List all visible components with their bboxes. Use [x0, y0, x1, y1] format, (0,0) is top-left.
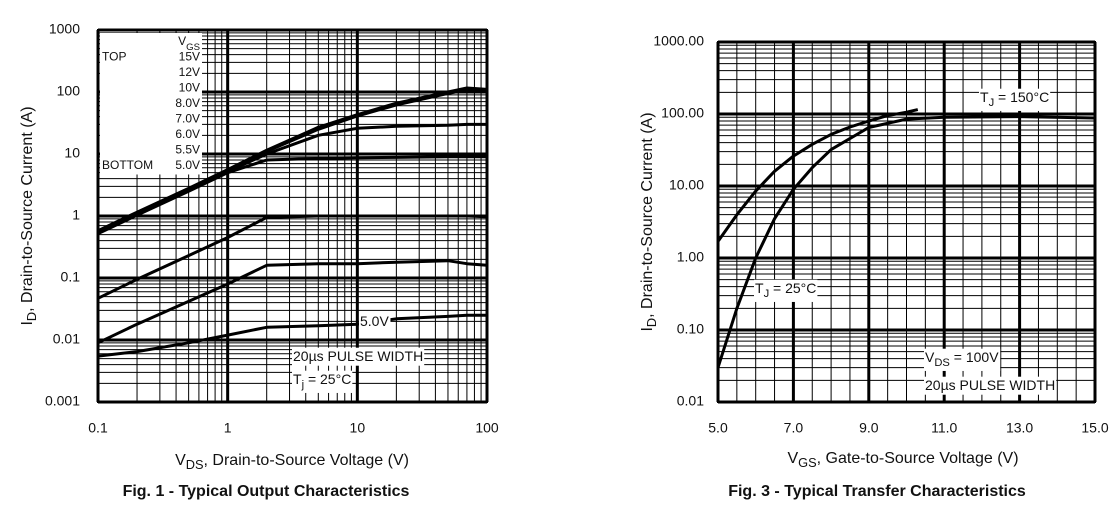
y-axis-label: ID, Drain-to-Source Current (A)	[19, 106, 39, 325]
legend-top: TOP	[102, 50, 126, 64]
y-tick-label: 0.1	[61, 269, 81, 285]
plot-frame	[717, 41, 1096, 403]
annotation-bg	[292, 347, 425, 366]
annotation: TJ = 150°C	[980, 89, 1049, 109]
x-axis-label-part: , Drain-to-Source Voltage (V)	[204, 452, 409, 469]
x-tick-label: 9.0	[859, 420, 879, 436]
series-line	[97, 214, 488, 300]
x-tick-label: 11.0	[931, 420, 957, 436]
x-axis-label: VGS, Gate-to-Source Voltage (V)	[787, 450, 1018, 470]
annotation-bg	[754, 279, 818, 302]
legend-entry: 10V	[179, 81, 200, 95]
caption: Fig. 1 - Typical Output Characteristics	[123, 483, 410, 500]
series-line	[97, 155, 487, 235]
x-tick-label: 13.0	[1006, 420, 1033, 436]
x-tick-label: 15.0	[1081, 420, 1108, 436]
y-tick-label: 0.01	[677, 393, 704, 409]
legend-title: VGS	[178, 34, 200, 52]
annotation-part: = 150°C	[994, 89, 1049, 105]
series-line	[716, 115, 1096, 369]
legend-entry: 12V	[179, 65, 200, 79]
y-axis-label-part: , Drain-to-Source Current (A)	[19, 106, 36, 311]
legend-entry: 5.5V	[175, 143, 200, 157]
series-line	[716, 108, 919, 243]
legend-title-part: V	[178, 34, 186, 48]
y-tick-label: 100.00	[661, 105, 704, 121]
y-axis-label-part: I	[639, 327, 656, 331]
x-axis-label-part: GS	[798, 455, 817, 470]
annotation-part: T	[755, 280, 764, 296]
annotation: TJ = 25°C	[755, 280, 816, 300]
annotation-part: j	[301, 379, 305, 391]
caption: Fig. 3 - Typical Transfer Characteristic…	[728, 483, 1026, 500]
y-tick-label: 1.00	[677, 249, 704, 265]
annotation-part: T	[293, 371, 302, 387]
annotation-part: 20µs PULSE WIDTH	[925, 377, 1055, 393]
y-axis-label-part: , Drain-to-Source Current (A)	[639, 112, 656, 317]
annotation-part: 20µs PULSE WIDTH	[293, 348, 423, 364]
legend-bottom: BOTTOM	[102, 158, 153, 172]
x-axis-label-part: , Gate-to-Source Voltage (V)	[817, 450, 1019, 467]
annotation: 5.0V	[360, 313, 389, 329]
y-tick-label: 0.10	[677, 321, 704, 337]
x-tick-label: 10	[350, 420, 366, 436]
annotation-part: 5.0V	[360, 313, 389, 329]
annotation-part: DS	[934, 357, 950, 369]
y-tick-label: 1000	[49, 21, 80, 37]
x-axis-label-part: DS	[186, 457, 204, 472]
series-line	[97, 259, 488, 345]
y-tick-label: 1000.00	[653, 33, 704, 49]
y-tick-label: 100	[57, 83, 81, 99]
legend-entry: 15V	[179, 50, 200, 64]
annotation-part: J	[989, 97, 995, 109]
annotation-bg	[359, 312, 391, 331]
annotation-part: V	[925, 349, 935, 365]
legend-entry: 6.0V	[175, 127, 200, 141]
annotation: 20µs PULSE WIDTH	[293, 348, 423, 364]
x-tick-label: 1	[224, 420, 232, 436]
annotation-bg	[292, 370, 353, 393]
x-tick-label: 0.1	[88, 420, 108, 436]
annotation-part: T	[980, 89, 989, 105]
x-axis-label: VDS, Drain-to-Source Voltage (V)	[175, 452, 409, 472]
x-tick-label: 7.0	[784, 420, 804, 436]
y-axis-label-part: I	[19, 321, 36, 325]
annotation-bg	[979, 88, 1051, 111]
x-tick-label: 5.0	[708, 420, 728, 436]
x-tick-label: 100	[475, 420, 499, 436]
legend-title-part: GS	[186, 42, 200, 53]
annotation-part: J	[764, 288, 770, 300]
legend-entry: 8.0V	[175, 96, 200, 110]
annotation-bg	[924, 348, 1001, 371]
y-axis-label-part: D	[644, 318, 659, 327]
y-tick-label: 0.001	[45, 393, 80, 409]
annotation-part: = 25°C	[769, 280, 816, 296]
series-line	[97, 313, 487, 358]
annotation-part: = 100V	[950, 349, 999, 365]
y-axis-label: ID, Drain-to-Source Current (A)	[639, 112, 659, 331]
y-axis-label-part: D	[24, 312, 39, 321]
x-axis-label-part: V	[175, 452, 186, 469]
x-axis-label-part: V	[787, 450, 798, 467]
legend-bg	[100, 33, 202, 175]
y-tick-label: 10	[64, 145, 80, 161]
legend-entry: 5.0V	[175, 158, 200, 172]
y-tick-label: 0.01	[53, 331, 80, 347]
annotation: 20µs PULSE WIDTH	[925, 377, 1055, 393]
annotation: VDS = 100V	[925, 349, 999, 369]
y-tick-label: 1	[72, 207, 80, 223]
annotation-bg	[924, 376, 1057, 395]
annotation: Tj = 25°C	[293, 371, 351, 391]
annotation-part: = 25°C	[304, 371, 351, 387]
legend-entry: 7.0V	[175, 112, 200, 126]
y-tick-label: 10.00	[669, 177, 704, 193]
